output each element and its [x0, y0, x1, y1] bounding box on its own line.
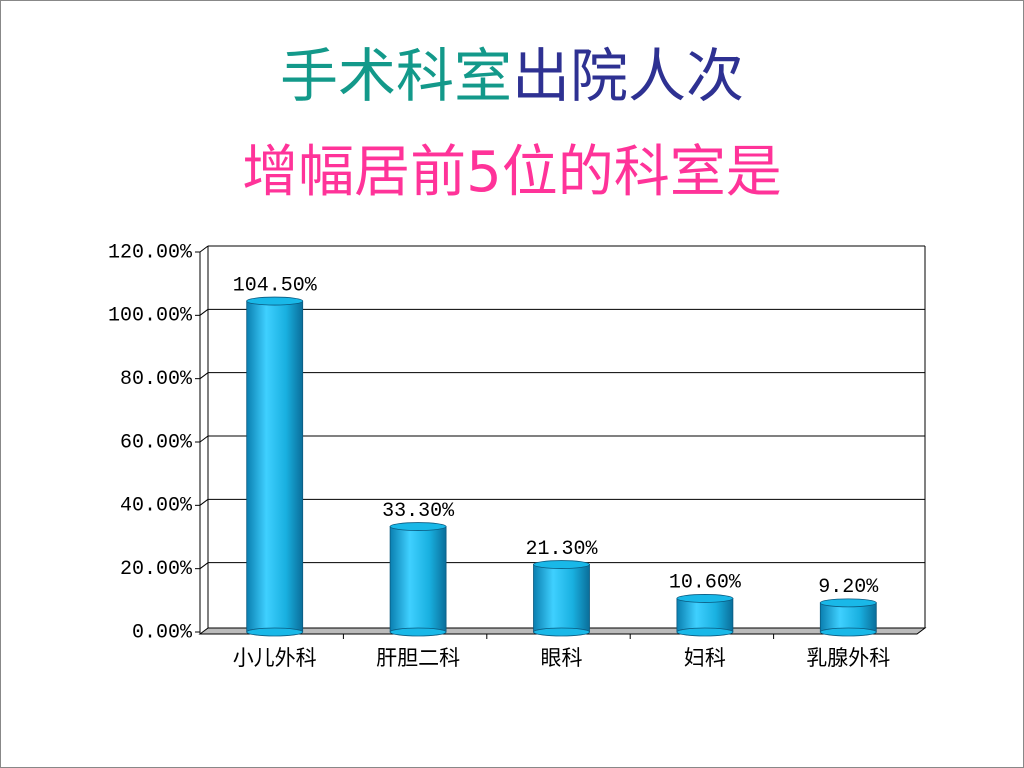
y-tick-label: 20.00% — [120, 558, 193, 581]
x-tick-label: 妇科 — [684, 646, 726, 670]
bar-base — [389, 627, 447, 637]
grid-line — [199, 245, 209, 253]
bar-body — [246, 300, 304, 633]
x-tick-label: 肝胆二科 — [376, 646, 460, 670]
value-label: 33.30% — [382, 500, 455, 523]
bar-top — [246, 296, 304, 306]
grid-line — [199, 435, 209, 443]
bar-body — [676, 598, 734, 633]
bar-base — [533, 627, 590, 637]
x-tick-label: 眼科 — [541, 646, 583, 670]
y-tick-label: 60.00% — [120, 431, 193, 454]
plot-area — [200, 246, 925, 634]
value-label: 9.20% — [818, 576, 879, 599]
x-tick-label: 乳腺外科 — [806, 646, 890, 670]
value-label: 104.50% — [233, 274, 318, 297]
bar-top — [389, 522, 447, 531]
grid-line — [199, 498, 209, 506]
title-part: 出院人次 — [512, 42, 744, 110]
value-label: 21.30% — [525, 538, 598, 561]
grid-line — [199, 562, 209, 570]
title-part: 手术科室 — [280, 42, 512, 110]
value-label: 10.60% — [669, 572, 742, 595]
y-tick-label: 0.00% — [132, 621, 193, 644]
bar-top — [676, 594, 734, 603]
bar-top — [533, 560, 590, 569]
y-tick-label: 100.00% — [108, 305, 193, 328]
bar-body — [533, 564, 590, 633]
bar-top — [819, 598, 877, 608]
y-tick-label: 80.00% — [120, 368, 193, 391]
bar-base — [676, 627, 734, 637]
bar-body — [389, 526, 447, 633]
x-tick-label: 小儿外科 — [233, 646, 317, 670]
chart-subtitle: 增幅居前5位的科室是 — [242, 140, 782, 205]
bar-base — [819, 627, 877, 637]
y-tick-label: 120.00% — [108, 241, 193, 264]
grid-line — [199, 308, 209, 316]
bar-base — [246, 627, 304, 637]
grid-line — [199, 372, 209, 380]
chart-title: 手术科室出院人次 — [280, 42, 744, 110]
y-tick-label: 40.00% — [120, 495, 193, 518]
